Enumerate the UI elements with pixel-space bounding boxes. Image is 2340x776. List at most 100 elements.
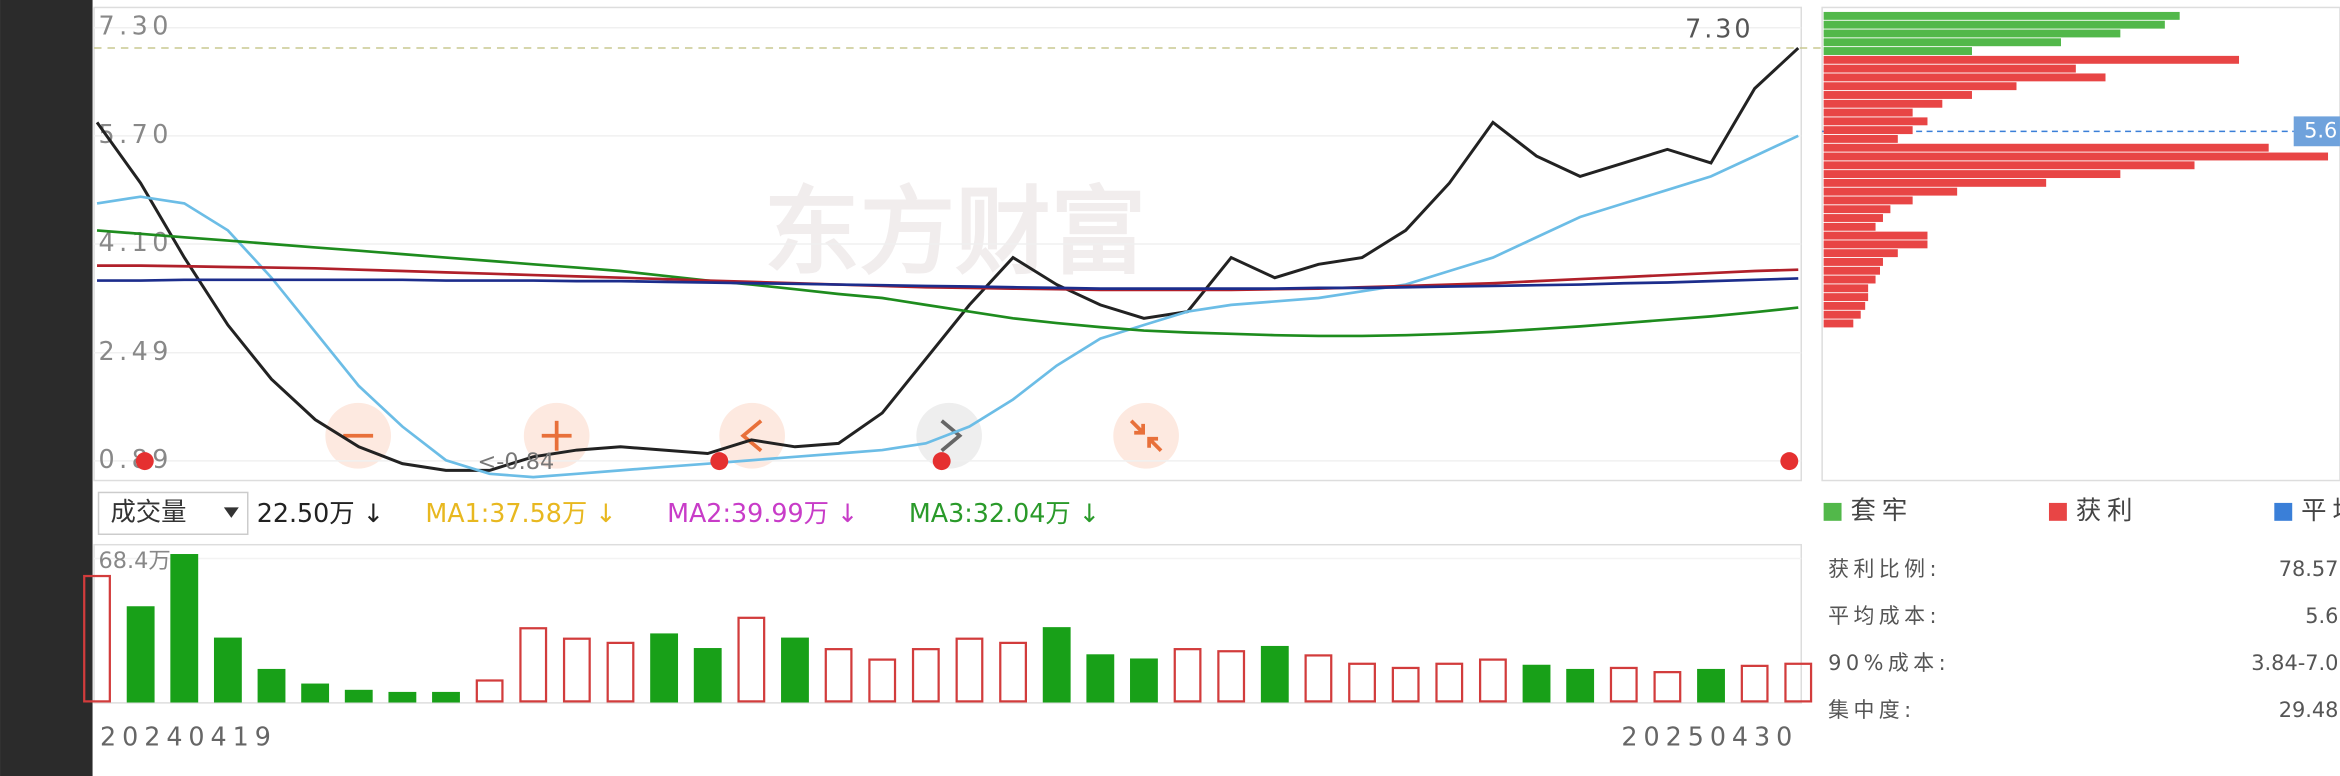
event-dot [1780,452,1799,471]
volume-bar [1130,658,1158,703]
volume-bar [1566,668,1595,703]
chip-bar [1823,178,2047,187]
volume-bar [1478,658,1507,703]
volume-bar [257,668,286,703]
volume-bar [1260,645,1289,703]
legend-swatch [1823,502,1842,521]
stat-value: 29.48 [2279,698,2339,722]
chip-bar [1823,64,2076,73]
icon [1129,419,1163,452]
chip-bar [1823,222,1876,231]
volume-bar [432,691,460,703]
prev-button[interactable] [719,402,785,469]
shrink-button[interactable] [1113,402,1179,469]
chip-bar [1823,214,1883,222]
volume-bar [693,648,722,703]
volume-bar [650,633,679,703]
chip-bar [1823,29,2121,38]
chip-bar [1823,161,2195,170]
chip-bar [1823,231,1928,240]
ma-label: MA2:39.99万 ↓ [667,498,858,528]
price-tag-bg [2293,116,2340,147]
volume-bar [519,627,548,703]
low-annotation: <-0.84 [478,449,555,475]
watermark: 东方财富 [764,176,1146,288]
volume-bar [1217,650,1246,703]
volume-bar [781,637,809,703]
volume-bar [1435,662,1464,703]
chip-bar [1823,126,1913,135]
stat-value: 5.6 [2305,604,2338,628]
chip-bar [1823,310,1861,319]
ma-label: MA3:32.04万 ↓ [909,498,1100,528]
chip-bar [1823,47,1972,55]
volume-bar [1784,662,1813,703]
stat-label: 平均成本: [1828,604,1941,628]
chip-bar [1823,134,1898,143]
volume-bar [388,691,417,703]
stat-value: 3.84-7.0 [2251,651,2338,675]
chip-bar [1823,11,2180,20]
legend-label: 获利 [2076,495,2139,525]
volume-bar [475,679,504,703]
volume-bar [1609,666,1638,703]
dropdown-arrow [223,507,239,518]
event-dot [135,452,154,471]
volume-bar [1304,654,1333,703]
volume-bar [1042,627,1071,703]
y-tick-label: 0.89 [99,444,173,474]
volume-bar [824,648,853,703]
volume-bar [737,616,766,703]
chip-bar [1823,196,1913,205]
chip-bar [1823,108,1913,117]
volume-current: 22.50万 ↓ [257,498,384,528]
y-tick-label: 68.4万 [99,548,171,574]
chip-bar [1823,38,2061,47]
tool-buttons[interactable] [325,402,1179,469]
volume-bar [126,606,155,703]
volume-bar [344,689,373,703]
chip-bar [1823,293,1869,302]
chip-bar [1823,258,1883,266]
volume-bar [301,683,330,703]
stat-value: 78.57 [2279,557,2339,581]
y-tick-label: 2.49 [99,336,173,366]
volume-bar [1697,668,1725,703]
chip-bar [1823,319,1854,328]
legend-label: 套牢 [1850,495,1913,525]
volume-bar [83,574,111,703]
chip-bar [1823,170,2121,179]
stat-label: 获利比例: [1828,557,1941,581]
chip-bar [1823,266,1881,275]
x-tick-label: 20250430 [1621,722,1798,752]
stat-label: 90%成本: [1828,651,1950,675]
volume-frame [93,543,1802,704]
series-line [95,46,1800,472]
chip-bar [1823,249,1898,258]
ma-label: MA1:37.58万 ↓ [425,498,616,528]
chip-bar [1823,152,2329,161]
volume-bar [170,554,199,703]
chip-bar [1823,91,1972,99]
y-tick-label: 7.30 [99,11,173,41]
volume-bar [999,641,1028,703]
volume-bar [868,658,897,703]
volume-bar [1086,654,1115,703]
legend-label: 平均 [2301,495,2340,525]
side-strip [0,0,93,776]
indicator-select[interactable] [97,491,249,535]
chip-bar [1823,55,2240,64]
volume-bar [562,637,591,703]
chip-bar [1823,82,2017,91]
high-annotation: 7.30 [1685,14,1753,44]
chip-bar [1823,275,1876,284]
stat-label: 集中度: [1828,698,1916,722]
series-line [96,229,1799,338]
indicator-name: 成交量 [110,496,186,526]
chip-bar [1823,240,1928,249]
x-tick-label: 20240419 [100,722,277,752]
volume-bar [606,641,635,703]
chip-bar [1823,20,2165,29]
icon [740,419,763,453]
chip-bar [1823,284,1869,293]
